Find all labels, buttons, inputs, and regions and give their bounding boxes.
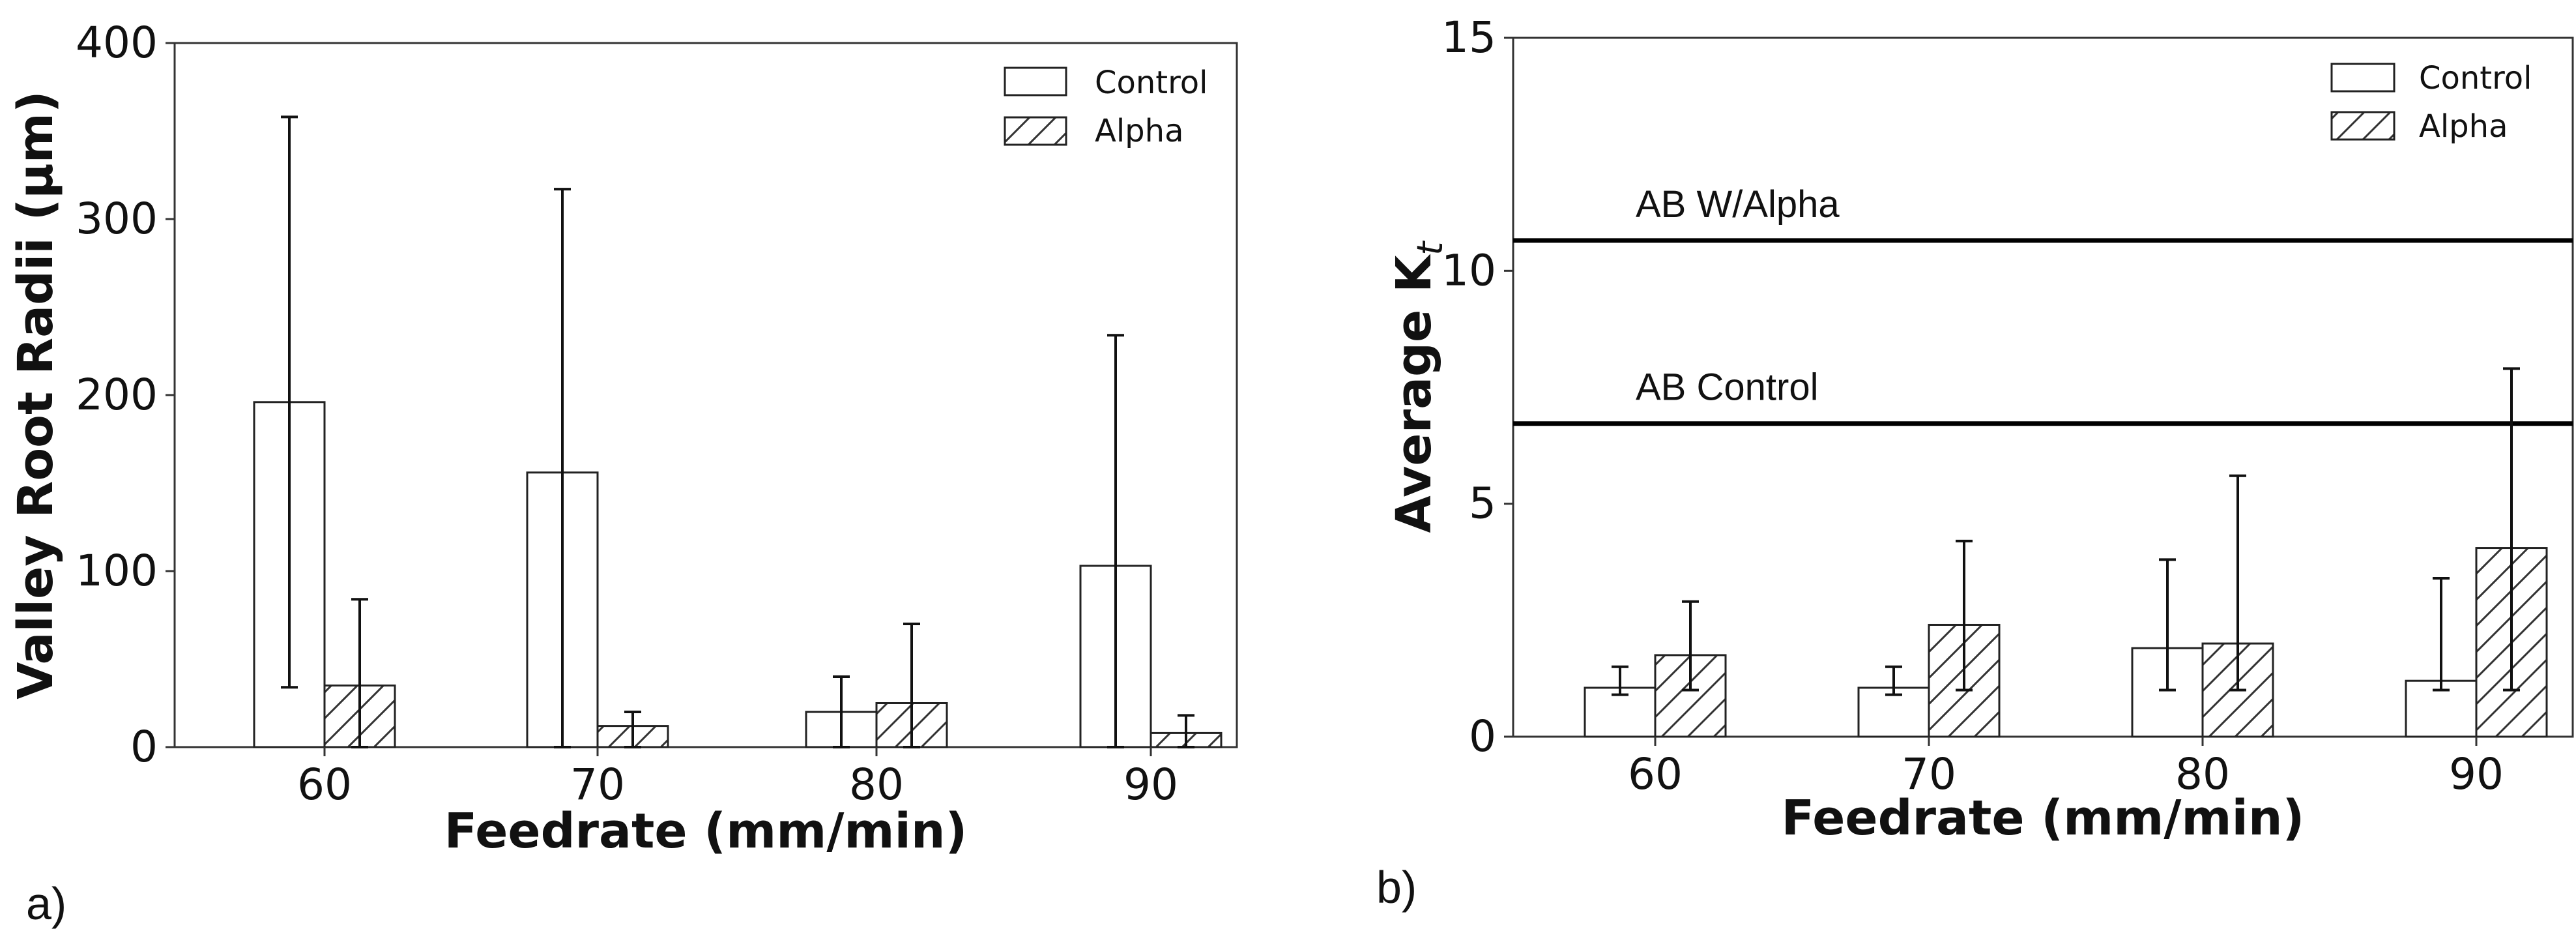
legend-swatch-control-a bbox=[1004, 66, 1067, 96]
yticks-a: 0 100 200 300 400 bbox=[76, 18, 175, 772]
bars-b bbox=[1584, 547, 2548, 738]
reference-label-ab-control: AB Control bbox=[1636, 366, 1818, 409]
x-axis-title-a: Feedrate (mm/min) bbox=[444, 803, 968, 859]
ytick-label-5: 5 bbox=[1469, 479, 1496, 529]
y-axis-title-a: Valley Root Radii (μm) bbox=[8, 91, 64, 699]
error-bar-alpha-60 bbox=[351, 598, 368, 748]
ytick-label-10: 10 bbox=[1441, 245, 1496, 295]
plot-frame-b bbox=[1512, 37, 2574, 738]
reference-label-ab-w-alpha: AB W/Alpha bbox=[1636, 183, 1840, 226]
legend-label-control-a: Control bbox=[1095, 65, 1208, 101]
bars-a bbox=[253, 401, 1223, 748]
legend-swatch-control-b bbox=[2330, 63, 2395, 93]
error-bar-control-90 bbox=[1107, 334, 1124, 748]
panel-label-a: a) bbox=[26, 878, 66, 929]
xtick-label-70: 70 bbox=[1902, 749, 1956, 799]
error-bar-alpha-80 bbox=[2229, 474, 2246, 692]
y-axis-title-b-main: Average K bbox=[1386, 254, 1442, 533]
panel-label-b: b) bbox=[1376, 862, 1417, 913]
error-bar-control-60 bbox=[281, 115, 298, 689]
error-bar-control-90 bbox=[2433, 577, 2450, 692]
error-bar-control-70 bbox=[554, 188, 571, 748]
x-axis-title-b: Feedrate (mm/min) bbox=[1782, 790, 2305, 846]
error-bar-control-70 bbox=[1885, 665, 1902, 696]
y-axis-title-b-subscript: t bbox=[1410, 241, 1451, 256]
error-bar-alpha-90 bbox=[2503, 367, 2520, 692]
y-axis-title-b: Average Kt bbox=[1386, 241, 1451, 533]
errors-a bbox=[281, 115, 1194, 748]
xtick-label-60: 60 bbox=[297, 760, 352, 810]
error-bar-alpha-80 bbox=[903, 623, 920, 748]
xtick-label-90: 90 bbox=[1123, 760, 1178, 810]
xtick-label-70: 70 bbox=[570, 760, 625, 810]
errors-b bbox=[1612, 367, 2520, 696]
chart-a: 0 100 200 300 400 60 70 80 90 Feedrate (mm/min)… bbox=[8, 18, 1238, 929]
yticks-b: 0 5 10 15 bbox=[1441, 12, 1513, 761]
ytick-label-400: 400 bbox=[76, 18, 158, 68]
ytick-label-15: 15 bbox=[1441, 12, 1496, 63]
error-bar-control-80 bbox=[2159, 558, 2176, 692]
error-bar-control-60 bbox=[1612, 665, 1628, 696]
xtick-label-90: 90 bbox=[2449, 749, 2504, 799]
legend-label-alpha-b: Alpha bbox=[2419, 108, 2508, 145]
legend-label-alpha-a: Alpha bbox=[1095, 113, 1183, 149]
xticks-b: 60 70 80 90 bbox=[1628, 737, 2504, 799]
ytick-label-200: 200 bbox=[76, 370, 158, 420]
error-bar-control-80 bbox=[833, 675, 850, 748]
xtick-label-60: 60 bbox=[1628, 749, 1683, 799]
xticks-a: 60 70 80 90 bbox=[297, 747, 1178, 810]
error-bar-alpha-70 bbox=[624, 711, 641, 748]
ytick-label-300: 300 bbox=[76, 194, 158, 244]
plot-frame-a bbox=[173, 42, 1238, 748]
legend-swatch-alpha-b bbox=[2330, 111, 2395, 141]
ytick-label-0: 0 bbox=[130, 722, 158, 772]
reflines-b: AB W/Alpha AB Control bbox=[1513, 183, 2573, 426]
ytick-label-100: 100 bbox=[76, 546, 158, 596]
legend-swatch-alpha-a bbox=[1004, 116, 1067, 146]
legend-b: Control Alpha bbox=[2330, 60, 2532, 145]
ytick-label-0: 0 bbox=[1469, 711, 1496, 761]
error-bar-alpha-90 bbox=[1178, 714, 1194, 748]
xtick-label-80: 80 bbox=[849, 760, 904, 810]
legend-a: Control Alpha bbox=[1004, 65, 1208, 149]
legend-label-control-b: Control bbox=[2419, 60, 2532, 96]
error-bar-alpha-60 bbox=[1682, 600, 1699, 692]
chart-b: AB W/Alpha AB Control 0 5 10 15 60 70 80 90 Fee… bbox=[1376, 12, 2574, 913]
error-bar-alpha-70 bbox=[1956, 539, 1973, 692]
xtick-label-80: 80 bbox=[2175, 749, 2230, 799]
